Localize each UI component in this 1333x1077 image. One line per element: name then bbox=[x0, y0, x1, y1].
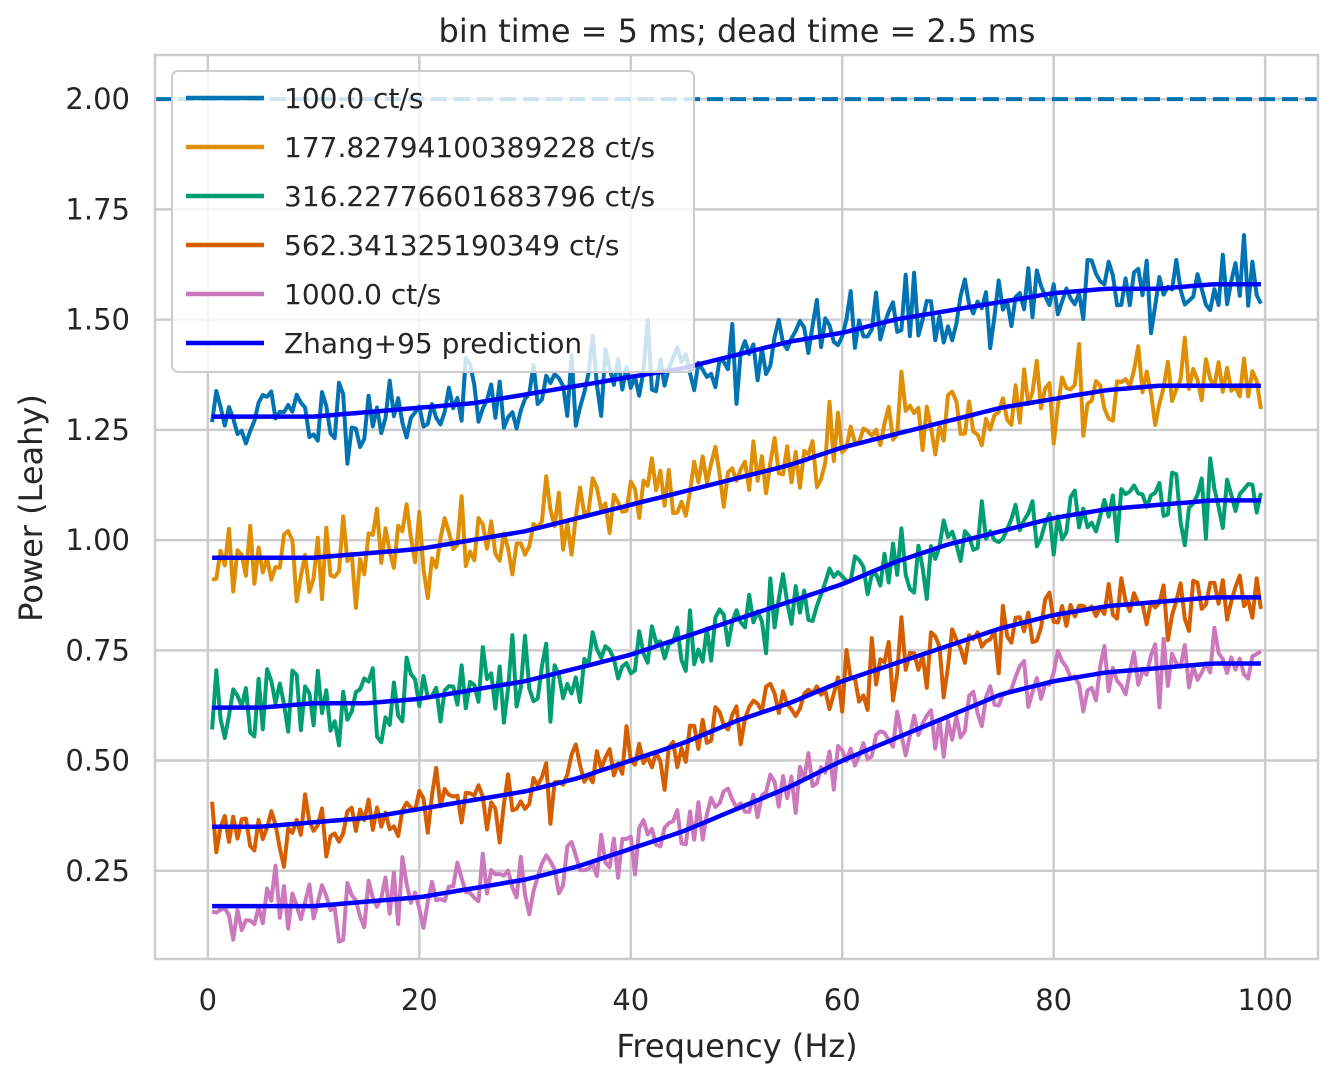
y-tick-label: 1.00 bbox=[65, 523, 130, 557]
y-tick-label: 1.50 bbox=[65, 303, 130, 337]
y-tick-label: 2.00 bbox=[65, 82, 130, 116]
y-tick-label: 1.75 bbox=[65, 192, 130, 226]
y-tick-label: 0.50 bbox=[65, 744, 130, 778]
y-tick-label: 1.25 bbox=[65, 413, 130, 447]
x-tick-label: 60 bbox=[824, 983, 861, 1017]
prediction-line-4 bbox=[212, 595, 1261, 829]
x-tick-label: 20 bbox=[401, 983, 438, 1017]
prediction-line-1 bbox=[212, 282, 1261, 419]
legend-box bbox=[171, 70, 695, 373]
y-tick-label: 0.75 bbox=[65, 633, 130, 667]
legend-label: 562.341325190349 ct/s bbox=[284, 229, 619, 262]
prediction-line-2 bbox=[212, 383, 1261, 560]
x-tick-label: 100 bbox=[1237, 983, 1292, 1017]
legend-label: 100.0 ct/s bbox=[284, 82, 423, 115]
series-line-2 bbox=[211, 335, 1263, 610]
y-axis-label: Power (Leahy) bbox=[12, 394, 50, 622]
legend-label: Zhang+95 prediction bbox=[284, 327, 582, 360]
legend: 100.0 ct/s 177.82794100389228 ct/s 316.227… bbox=[171, 70, 695, 373]
prediction-line-5 bbox=[212, 661, 1261, 909]
x-tick-labels: 0 20 40 60 80 100 bbox=[199, 983, 1293, 1017]
prediction-line-3 bbox=[212, 498, 1261, 710]
y-tick-label: 0.25 bbox=[65, 854, 130, 888]
chart-title: bin time = 5 ms; dead time = 2.5 ms bbox=[439, 12, 1036, 50]
series-line-3 bbox=[210, 456, 1263, 748]
x-tick-label: 80 bbox=[1035, 983, 1072, 1017]
legend-label: 177.82794100389228 ct/s bbox=[284, 131, 655, 164]
prediction-group bbox=[212, 282, 1261, 909]
x-axis-label: Frequency (Hz) bbox=[616, 1027, 857, 1065]
x-tick-label: 40 bbox=[612, 983, 649, 1017]
legend-label: 1000.0 ct/s bbox=[284, 278, 441, 311]
series-line-1 bbox=[210, 233, 1263, 466]
x-tick-label: 0 bbox=[199, 983, 217, 1017]
y-tick-labels: 0.25 0.50 0.75 1.00 1.25 1.50 1.75 2.00 bbox=[65, 82, 130, 888]
legend-label: 316.22776601683796 ct/s bbox=[284, 180, 655, 213]
plot-frame bbox=[153, 53, 1320, 961]
